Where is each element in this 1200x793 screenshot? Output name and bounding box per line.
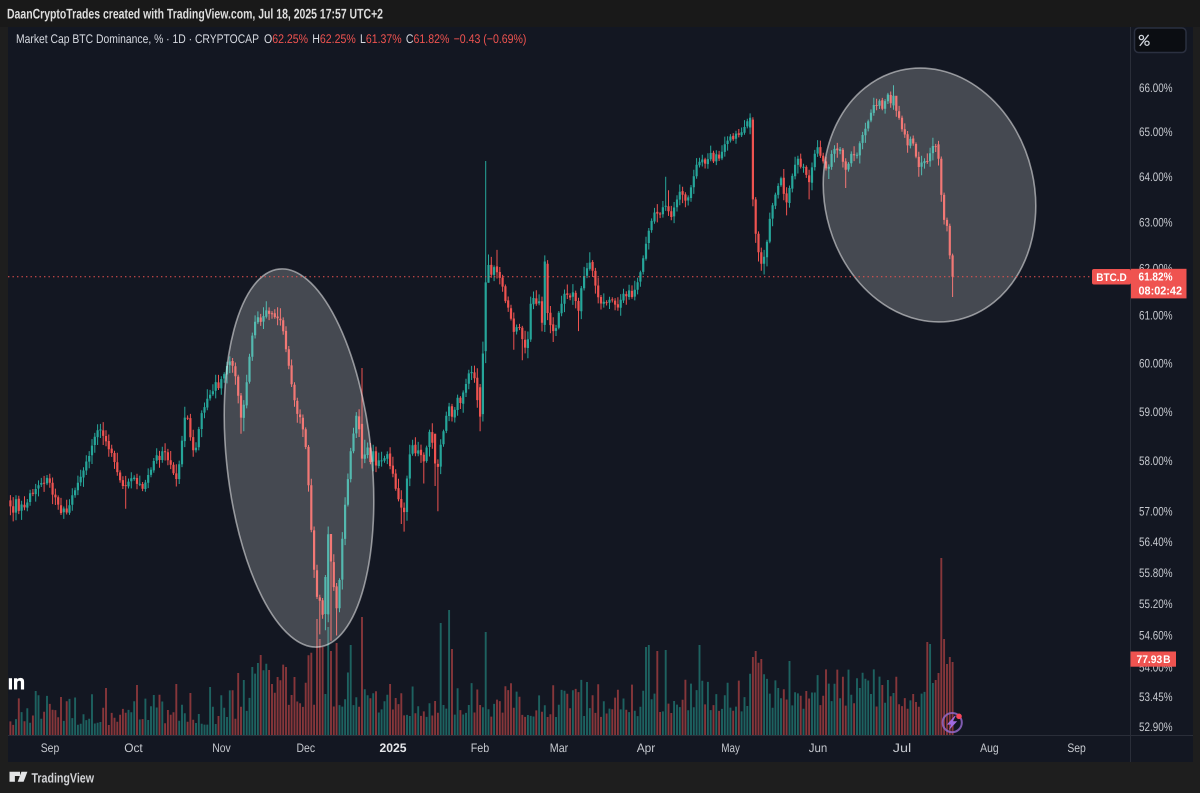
svg-text:Dec: Dec [297,741,316,755]
svg-text:52.90%: 52.90% [1139,720,1173,734]
svg-text:57.00%: 57.00% [1139,505,1173,519]
svg-text:Market Cap BTC Dominance, % ·: Market Cap BTC Dominance, % · 1D · CRYPT… [16,32,259,46]
svg-text:Jun: Jun [809,741,828,755]
svg-text:Jul: Jul [893,741,912,755]
svg-text:63.00%: 63.00% [1139,215,1173,229]
svg-text:Apr: Apr [637,741,656,755]
svg-text:61.00%: 61.00% [1139,309,1173,323]
svg-text:Aug: Aug [980,741,999,755]
svg-text:Mar: Mar [550,741,569,755]
svg-text:Sep: Sep [41,741,60,755]
svg-text:60.00%: 60.00% [1139,356,1173,370]
svg-text:66.00%: 66.00% [1139,81,1173,95]
svg-text:Feb: Feb [471,741,490,755]
svg-text:77.93 B: 77.93 B [1137,654,1171,666]
svg-text:08:02:42: 08:02:42 [1139,286,1183,298]
svg-text:64.00%: 64.00% [1139,170,1173,184]
svg-text:55.20%: 55.20% [1139,597,1173,611]
svg-text:2025: 2025 [380,741,407,755]
svg-text:56.40%: 56.40% [1139,535,1173,549]
svg-text:BTC.D: BTC.D [1096,272,1127,284]
svg-text:TradingView: TradingView [32,771,95,786]
svg-text:May: May [721,741,740,755]
svg-text:55.80%: 55.80% [1139,566,1173,580]
svg-text:DaanCryptoTrades created with: DaanCryptoTrades created with TradingVie… [7,6,383,22]
svg-text:61.82%: 61.82% [1139,272,1173,284]
svg-text:Oct: Oct [124,741,143,755]
svg-text:65.00%: 65.00% [1139,125,1173,139]
svg-text:53.45%: 53.45% [1139,690,1173,704]
svg-text:54.60%: 54.60% [1139,629,1173,643]
svg-text:Nov: Nov [212,741,231,755]
svg-text:Sep: Sep [1067,741,1086,755]
svg-text:O62.25%H62.25%L61.37%C61.82%−0: O62.25% H62.25% L61.37% C61.82% −0.43 (−0.69… [264,32,526,46]
svg-text:58.00%: 58.00% [1139,454,1173,468]
svg-text:59.00%: 59.00% [1139,405,1173,419]
